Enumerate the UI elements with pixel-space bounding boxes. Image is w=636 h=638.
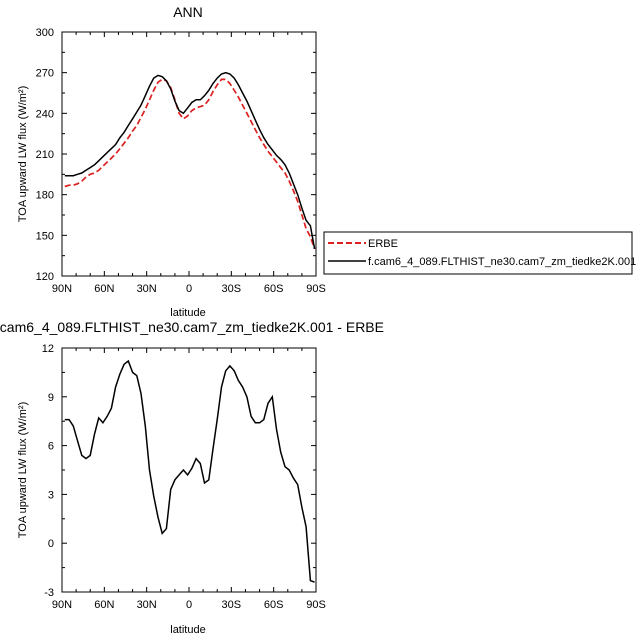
x-tick-label: 30N	[137, 283, 157, 295]
y-tick-label: 12	[42, 343, 54, 355]
x-tick-label: 60N	[94, 283, 114, 295]
plot-frame	[61, 347, 317, 593]
y-tick-label: 9	[48, 392, 54, 404]
panel-title: f.cam6_4_089.FLTHIST_ne30.cam7_zm_tiedke…	[0, 319, 384, 335]
y-tick-label: 210	[36, 149, 54, 161]
panel-title: ANN	[173, 4, 203, 20]
x-tick-label: 90S	[306, 599, 326, 611]
x-tick-label: 90S	[306, 283, 326, 295]
y-tick-label: 3	[48, 489, 54, 501]
legend: ERBE f.cam6_4_089.FLTHIST_ne30.cam7_zm_t…	[323, 231, 636, 275]
x-tick-label: 0	[186, 599, 192, 611]
y-tick-label: 300	[36, 27, 54, 39]
y-tick-label: 0	[48, 538, 54, 550]
x-tick-label: 90N	[52, 599, 72, 611]
x-tick-label: 30N	[137, 599, 157, 611]
series-line-difference	[64, 359, 315, 583]
y-tick-label: 6	[48, 441, 54, 453]
x-tick-label: 30S	[222, 283, 242, 295]
panel-difference: f.cam6_4_089.FLTHIST_ne30.cam7_zm_tiedke…	[0, 319, 384, 636]
y-tick-label: 150	[36, 230, 54, 242]
y-tick-label: 180	[36, 190, 54, 202]
x-tick-label: 0	[186, 283, 192, 295]
series-line-erbe	[64, 78, 316, 250]
x-axis-label: latitude	[170, 624, 205, 636]
x-tick-label: 60S	[264, 599, 284, 611]
y-tick-label: -3	[44, 587, 54, 599]
x-tick-label: 90N	[52, 283, 72, 295]
x-tick-label: 60S	[264, 283, 284, 295]
legend-label-model: f.cam6_4_089.FLTHIST_ne30.cam7_zm_tiedke…	[368, 256, 636, 268]
y-tick-label: 120	[36, 271, 54, 283]
plot-frame	[61, 31, 317, 277]
plot-area: 90N 60N 30N 0 30S 60S 90S 120 150 180 210 240 270 300	[36, 27, 326, 295]
y-axis-label: TOA upward LW flux (W/m²)	[17, 402, 29, 539]
x-tick-label: 60N	[94, 599, 114, 611]
y-axis-label: TOA upward LW flux (W/m²)	[17, 86, 29, 223]
series-line-f	[64, 71, 316, 250]
x-axis-label: latitude	[170, 307, 205, 319]
y-tick-label: 240	[36, 108, 54, 120]
legend-label-erbe: ERBE	[368, 238, 398, 250]
legend-box	[323, 231, 633, 275]
x-tick-label: 30S	[222, 599, 242, 611]
y-tick-label: 270	[36, 68, 54, 80]
panel-annual-mean: ANN 90N 60N 30N 0 30S 60S 90S 120 150 180 210 240 27…	[17, 4, 326, 319]
plot-area: 90N 60N 30N 0 30S 60S 90S -3 0 3 6 9 12	[42, 343, 326, 611]
